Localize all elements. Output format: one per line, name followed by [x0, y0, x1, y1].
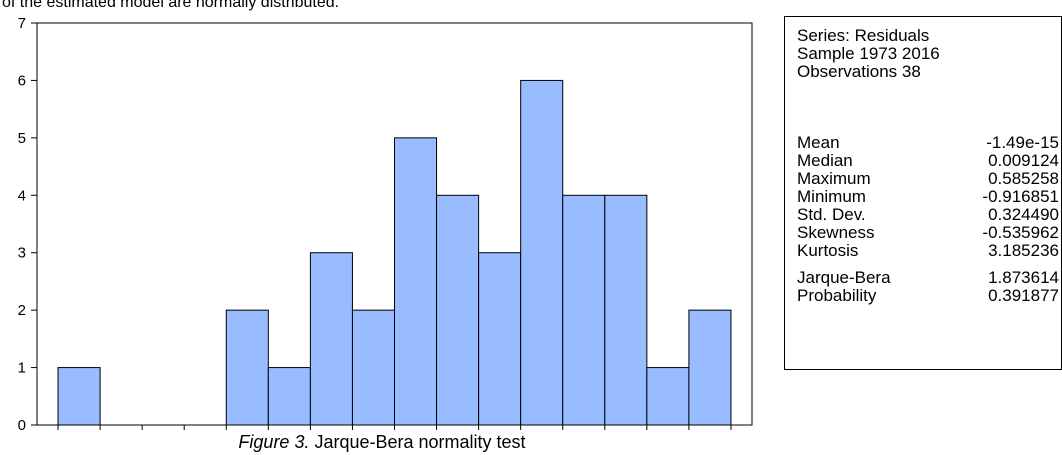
stat-label: Median [797, 151, 853, 170]
stat-row: Probability 0.391877 [797, 287, 1059, 305]
stat-label: Probability [797, 286, 877, 305]
y-tick-label: 3 [18, 245, 26, 262]
stat-value: 0.324490 [988, 205, 1059, 224]
histogram-bar [351, 309, 395, 426]
y-tick-label: 5 [18, 130, 26, 147]
histogram-bar [57, 367, 101, 426]
stat-row: Std. Dev. 0.324490 [797, 206, 1059, 224]
histogram-bar [478, 252, 522, 426]
stat-value: -0.916851 [982, 187, 1059, 206]
stat-value: 1.873614 [988, 268, 1059, 287]
stat-value: 0.009124 [988, 151, 1059, 170]
figure-caption: Figure 3. Jarque-Bera normality test [0, 432, 764, 453]
y-tick-label: 1 [18, 360, 26, 377]
stat-label: Jarque-Bera [797, 268, 891, 287]
histogram-bar [562, 194, 606, 426]
histogram-bar [436, 194, 480, 426]
observation-count: Observations 38 [797, 62, 921, 81]
stat-label: Maximum [797, 169, 871, 188]
y-tick-label: 6 [18, 72, 26, 89]
stat-label: Minimum [797, 187, 866, 206]
histogram-bar [520, 79, 564, 426]
y-tick-label: 2 [18, 302, 26, 319]
stat-row: Mean -1.49e-15 [797, 134, 1059, 152]
figure-title: Jarque-Bera normality test [309, 432, 526, 452]
stat-row: Skewness -0.535962 [797, 224, 1059, 242]
series-name: Series: Residuals [797, 26, 930, 45]
statistics-panel: Series: Residuals Sample 1973 2016 Obser… [784, 16, 1062, 370]
histogram-bar [688, 309, 732, 426]
stat-label: Kurtosis [797, 241, 859, 260]
histogram-bar [646, 367, 690, 426]
y-tick-label: 0 [18, 417, 26, 430]
stat-row: Minimum -0.916851 [797, 188, 1059, 206]
figure-label: Figure 3. [238, 432, 310, 452]
stat-row: Median 0.009124 [797, 152, 1059, 170]
histogram-bar [267, 367, 311, 426]
histogram-bar [309, 252, 353, 426]
x-axis: -1.0-0.8-0.6-0.4-0.20.00.20.40.6 [57, 425, 732, 430]
stat-row: Kurtosis 3.185236 [797, 242, 1059, 260]
stat-value: 3.185236 [988, 241, 1059, 260]
histogram-chart: 0 1 2 3 4 5 6 7 -1.0-0.8-0.6-0.4-0.20.00.20.40.… [18, 15, 753, 430]
sample-range: Sample 1973 2016 [797, 44, 940, 63]
y-tick-label: 4 [18, 187, 26, 204]
histogram-bars [57, 79, 732, 426]
stat-label: Mean [797, 133, 840, 152]
stat-row: Maximum 0.585258 [797, 170, 1059, 188]
stat-value: 0.391877 [988, 286, 1059, 305]
y-axis: 0 1 2 3 4 5 6 7 [18, 15, 37, 430]
stat-label: Skewness [797, 223, 875, 242]
stat-value: 0.585258 [988, 169, 1059, 188]
stat-row: Jarque-Bera 1.873614 [797, 269, 1059, 287]
stat-label: Std. Dev. [797, 205, 866, 224]
intro-text-fragment: of the estimated model are normally dist… [2, 0, 340, 11]
histogram-bar [604, 194, 648, 426]
stat-value: -0.535962 [982, 223, 1059, 242]
histogram-bar [394, 137, 438, 426]
y-tick-label: 7 [18, 15, 26, 32]
histogram-bar [225, 309, 269, 426]
stat-value: -1.49e-15 [986, 133, 1059, 152]
